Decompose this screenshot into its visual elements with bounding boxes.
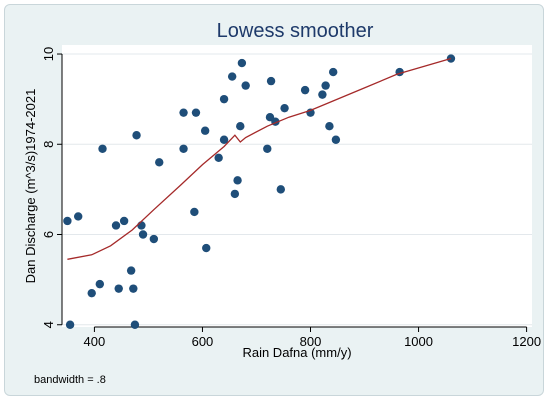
data-point [138, 230, 148, 239]
data-point [263, 144, 272, 153]
y-axis-ticks: 4 6 8 10 [41, 47, 62, 328]
data-point [149, 234, 159, 244]
scatter-points [63, 54, 456, 329]
data-point [321, 81, 330, 90]
data-point [95, 279, 105, 289]
data-point [236, 122, 245, 131]
y-tick-label: 4 [41, 321, 56, 328]
data-point [219, 94, 229, 104]
bandwidth-note: bandwidth = .8 [34, 374, 106, 386]
x-axis-title: Rain Dafna (mm/y) [242, 345, 351, 360]
y-axis-title: Dan Discharge (m^3/s)1974-2021 [23, 89, 38, 284]
data-point [126, 266, 136, 275]
x-tick-label: 800 [300, 334, 322, 349]
y-tick-label: 8 [41, 141, 56, 148]
data-point [74, 212, 83, 221]
data-point [111, 221, 121, 230]
data-point [237, 58, 247, 68]
data-point [230, 189, 240, 199]
x-tick-label: 1000 [404, 334, 433, 349]
data-point [200, 126, 210, 135]
data-point [300, 85, 310, 95]
data-point [132, 131, 141, 140]
data-point [233, 176, 242, 185]
data-point [280, 103, 289, 113]
lowess-line [67, 57, 452, 260]
data-point [241, 81, 250, 90]
data-point [63, 216, 72, 226]
data-point [328, 67, 338, 77]
data-point [276, 185, 285, 194]
data-point [179, 144, 188, 153]
data-point [214, 153, 223, 162]
data-point [325, 122, 334, 131]
data-point [318, 90, 327, 99]
data-point [87, 288, 96, 298]
y-tick-label: 10 [41, 47, 56, 61]
data-point [191, 108, 201, 117]
data-point [179, 108, 188, 117]
data-point [155, 158, 164, 167]
data-point [65, 320, 75, 329]
data-point [331, 135, 341, 144]
x-axis-ticks: 400 600 800 1000 1200 [84, 327, 541, 349]
data-point [227, 72, 237, 81]
data-point [98, 144, 107, 153]
data-point [130, 320, 140, 329]
data-point [129, 284, 138, 293]
x-tick-label: 1200 [512, 334, 541, 349]
data-point [137, 221, 146, 230]
x-tick-label: 400 [84, 334, 106, 349]
y-tick-label: 6 [41, 231, 56, 238]
data-point [119, 216, 129, 226]
data-point [114, 284, 123, 293]
data-point [190, 207, 199, 217]
plot-area [62, 45, 532, 327]
chart-title: Lowess smoother [217, 20, 374, 42]
data-point [266, 76, 276, 86]
x-tick-label: 600 [192, 334, 214, 349]
data-point [202, 243, 211, 253]
data-point [219, 135, 229, 144]
